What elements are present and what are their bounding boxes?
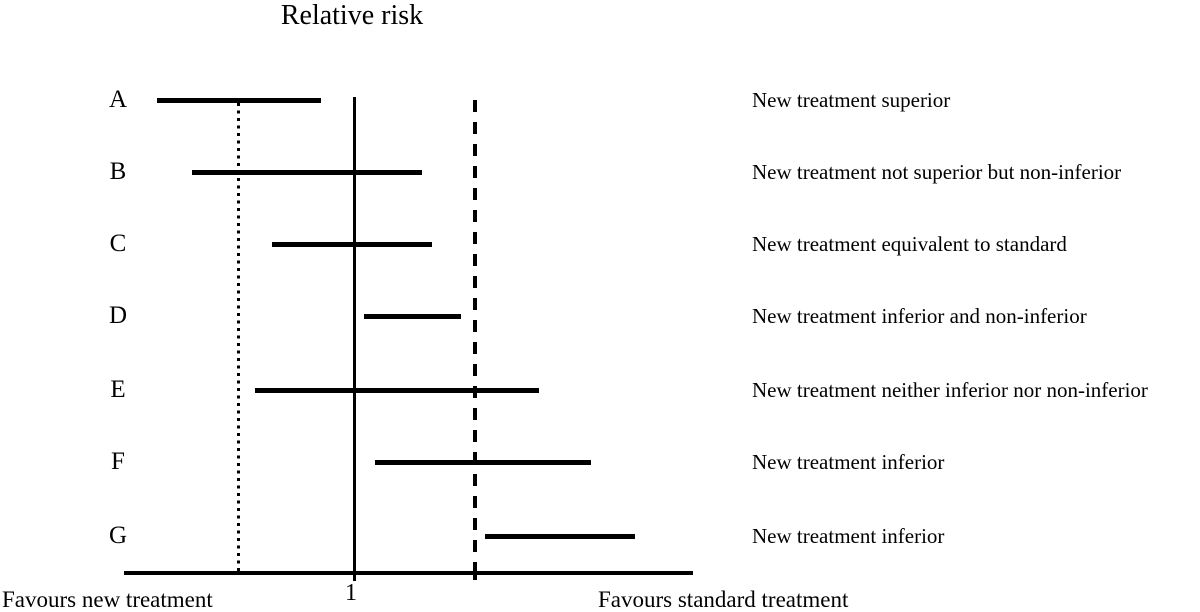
dotted-reference-line [237,103,240,573]
row-description-D: New treatment inferior and non-inferior [752,304,1087,328]
ci-line-B [192,170,422,175]
chart-title: Relative risk [280,0,424,31]
non-inferiority-margin-line [473,100,477,578]
row-label-C: C [109,230,127,257]
row-label-D: D [108,302,128,329]
ci-line-E [255,388,539,393]
row-label-E: E [110,376,126,403]
ci-line-G [485,534,635,539]
row-description-B: New treatment not superior but non-infer… [752,160,1122,184]
row-label-A: A [108,86,128,113]
axis-label-favours-new-treatment: Favours new treatment [2,587,213,612]
row-label-G: G [108,522,128,549]
row-description-G: New treatment inferior [752,524,945,548]
axis-label-favours-standard-treatment: Favours standard treatment [598,587,849,612]
ci-line-C [272,242,432,247]
row-description-F: New treatment inferior [752,450,945,474]
row-description-A: New treatment superior [752,88,951,112]
ci-line-F [375,460,591,465]
x-axis [124,571,693,575]
ci-line-D [364,314,461,319]
non-inferiority-margin-axis-tick [472,573,477,580]
axis-tick-label-1: 1 [345,580,357,606]
row-description-E: New treatment neither inferior nor non-i… [752,378,1148,402]
row-label-B: B [109,158,127,185]
row-label-F: F [111,448,125,475]
ci-line-A [157,98,321,103]
no-effect-reference-line [353,97,356,581]
row-description-C: New treatment equivalent to standard [752,232,1067,256]
